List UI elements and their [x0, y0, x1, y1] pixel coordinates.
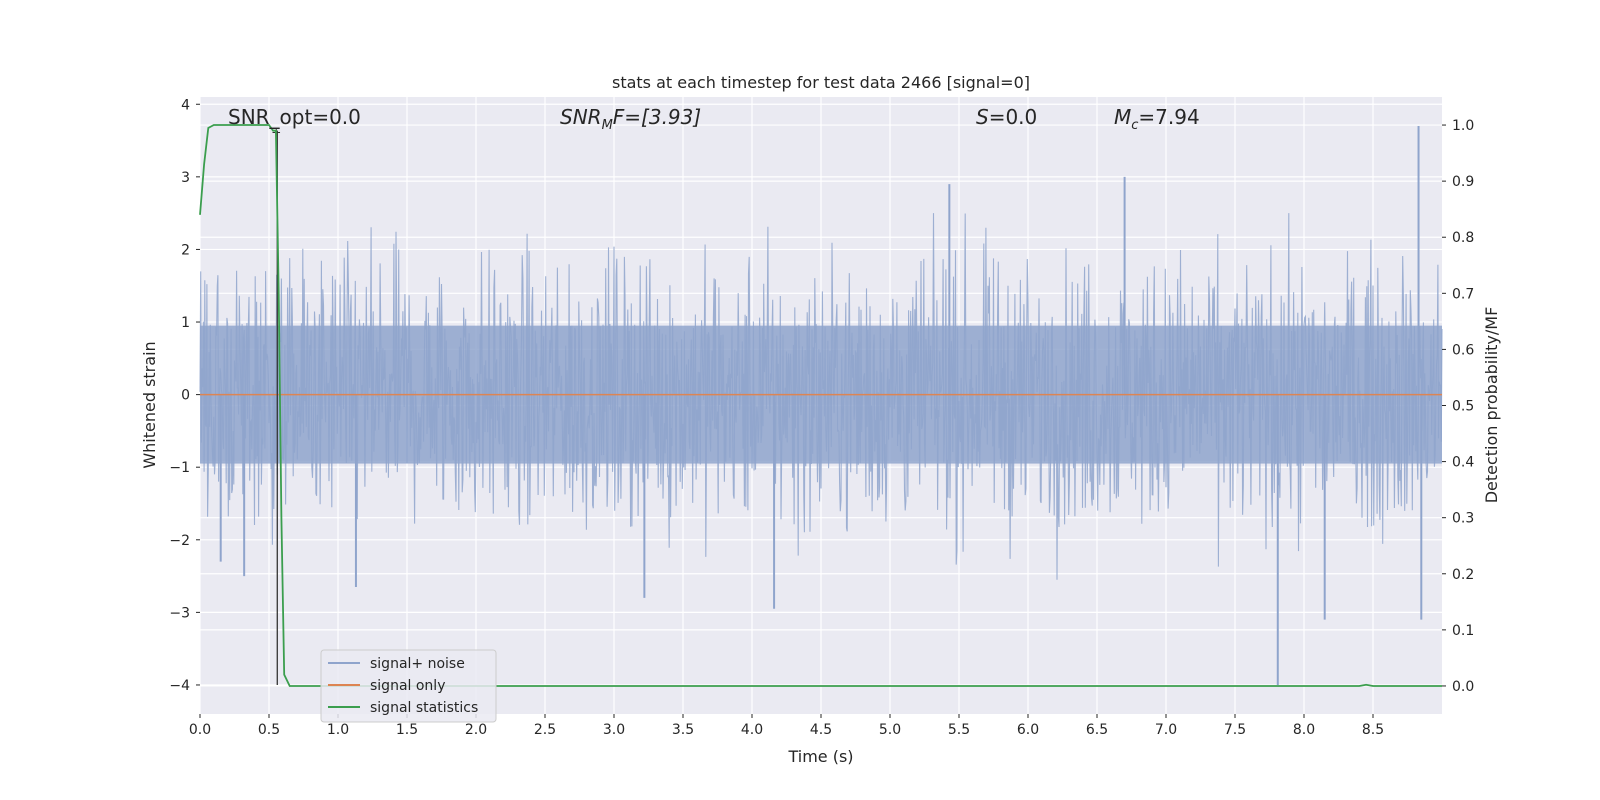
- x-tick-label: 0.0: [189, 722, 211, 738]
- y-tick-label: −4: [169, 678, 190, 694]
- y-right-tick-label: 0.3: [1452, 511, 1474, 527]
- y-axis-right-ticks: 0.0 0.1 0.2 0.3 0.4 0.5 0.6 0.7 0.8 0.9 1.0: [1442, 118, 1474, 695]
- y-right-tick-label: 0.8: [1452, 230, 1474, 246]
- y-axis-ticks: −4 −3 −2 −1 0 1 2 3 4: [169, 97, 200, 694]
- annotation-mc-value: =7.94: [1138, 105, 1199, 129]
- annotation-snr-mf-subscript: M: [602, 118, 613, 133]
- y-right-tick-label: 0.9: [1452, 174, 1474, 190]
- y-tick-label: 1: [181, 315, 190, 331]
- legend-label-signal-noise: signal+ noise: [370, 656, 465, 672]
- x-tick-label: 5.5: [948, 722, 970, 738]
- y-tick-label: 0: [181, 388, 190, 404]
- x-tick-label: 2.0: [465, 722, 487, 738]
- x-tick-label: 5.0: [879, 722, 901, 738]
- x-tick-label: 4.0: [741, 722, 763, 738]
- x-axis-ticks: 0.0 0.5 1.0 1.5 2.0 2.5 3.0 3.5 4.0 4.5 5.0 5.5 6.0 6…: [189, 714, 1384, 738]
- y-right-tick-label: 0.6: [1452, 342, 1474, 358]
- x-tick-label: 7.5: [1224, 722, 1246, 738]
- annotation-snr-mf: SNRMF=[3.93]: [560, 105, 701, 133]
- y-tick-label: −2: [169, 533, 190, 549]
- x-tick-label: 8.5: [1362, 722, 1384, 738]
- y-right-tick-label: 0.4: [1452, 455, 1474, 471]
- x-tick-label: 8.0: [1293, 722, 1315, 738]
- y-right-tick-label: 0.2: [1452, 567, 1474, 583]
- y-axis-right-label: Detection probability/MF: [1482, 307, 1501, 504]
- y-right-tick-label: 0.7: [1452, 286, 1474, 302]
- legend-label-signal-statistics: signal statistics: [370, 700, 478, 716]
- annotation-snr-opt: SNR_opt=0.0: [228, 105, 361, 129]
- x-tick-label: 6.5: [1086, 722, 1108, 738]
- legend-box: [320, 649, 497, 723]
- x-tick-label: 2.5: [534, 722, 556, 738]
- annotation-s-value: =0.0: [989, 105, 1038, 129]
- annotation-s: S=0.0: [976, 105, 1037, 129]
- series-line-signal-statistics: [199, 124, 1442, 687]
- x-tick-label: 0.5: [258, 722, 280, 738]
- y-tick-label: −1: [169, 460, 190, 476]
- annotation-snr-mf-symbol: SNR: [560, 105, 602, 129]
- y-right-tick-label: 0.5: [1452, 399, 1474, 415]
- annotation-mc: Mc=7.94: [1114, 105, 1200, 133]
- x-tick-label: 6.0: [1017, 722, 1039, 738]
- chart-title: stats at each timestep for test data 246…: [612, 73, 1030, 92]
- annotation-mc-symbol: M: [1114, 105, 1131, 129]
- annotation-mc-subscript: c: [1131, 118, 1138, 133]
- series-lines: +: [199, 124, 1442, 687]
- x-tick-label: 1.5: [396, 722, 418, 738]
- x-tick-label: 4.5: [810, 722, 832, 738]
- x-tick-label: 7.0: [1155, 722, 1177, 738]
- y-right-tick-label: 0.0: [1452, 679, 1474, 695]
- x-tick-label: 3.0: [603, 722, 625, 738]
- x-tick-label: 3.5: [672, 722, 694, 738]
- y-axis-label: Whitened strain: [140, 341, 159, 468]
- annotation-snr-mf-value: F=[3.93]: [613, 105, 701, 129]
- y-tick-label: 3: [181, 170, 190, 186]
- y-tick-label: 2: [181, 242, 190, 258]
- y-right-tick-label: 0.1: [1452, 623, 1474, 639]
- y-tick-label: 4: [181, 97, 190, 113]
- y-tick-label: −3: [169, 605, 190, 621]
- legend-label-signal-only: signal only: [370, 678, 445, 694]
- annotation-s-symbol: S: [976, 105, 989, 129]
- x-axis-label: Time (s): [787, 747, 853, 766]
- y-right-tick-label: 1.0: [1452, 118, 1474, 134]
- legend: signal+ noise signal only signal statist…: [320, 649, 497, 723]
- x-tick-label: 1.0: [327, 722, 349, 738]
